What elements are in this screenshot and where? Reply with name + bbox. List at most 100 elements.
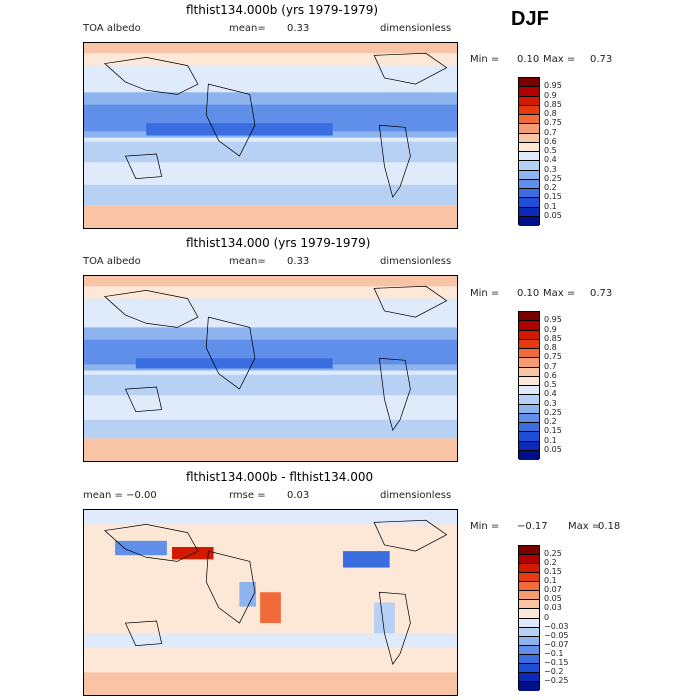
colorbar-swatch — [519, 423, 539, 433]
colorbar-swatch — [519, 170, 539, 180]
colorbar-swatch — [519, 663, 539, 673]
colorbar-swatch — [519, 591, 539, 601]
colorbar-swatch — [519, 672, 539, 682]
colorbar-tick-label: 0.7 — [544, 361, 557, 371]
colorbar-swatch — [519, 124, 539, 134]
colorbar-swatch — [519, 564, 539, 574]
colorbar-swatch — [519, 133, 539, 143]
colorbar-tick-label: 0.5 — [544, 146, 557, 155]
colorbar-swatch — [519, 441, 539, 451]
panel-2-title: flthist134.000 (yrs 1979-1979) — [186, 236, 371, 250]
colorbar-tick-label: 0.15 — [544, 192, 562, 202]
colorbar-swatch — [519, 105, 539, 115]
colorbar-tick-label: 0.6 — [544, 136, 557, 146]
colorbar-tick-label: 0.75 — [544, 352, 562, 362]
colorbar-tick-label: 0.8 — [544, 343, 557, 352]
colorbar-swatches — [518, 311, 540, 460]
panel-3-units: dimensionless — [380, 490, 452, 501]
colorbar-tick-label: 0.05 — [544, 210, 562, 220]
panel-3-map — [83, 509, 458, 696]
panel-3-mean-label: mean = −0.00 — [83, 490, 157, 501]
panel-1-colorbar: 0.95 0.9 0.85 0.8 0.75 0.7 0.6 0.5 0.4 0.3 0.25 0.2… — [518, 77, 578, 226]
panel-3-rmse-value: 0.03 — [287, 490, 310, 501]
colorbar-tick-label: −0.1 — [544, 648, 564, 658]
panel-2-min-value: 0.10 — [517, 288, 540, 299]
colorbar-tick-label: 0.85 — [544, 333, 562, 343]
colorbar-swatch — [519, 636, 539, 646]
panel-3-rmse-label: rmse = — [229, 490, 266, 501]
colorbar-tick-label: 0.4 — [544, 155, 557, 165]
colorbar-tick-label: 0.95 — [544, 81, 562, 91]
colorbar-swatch — [519, 573, 539, 583]
colorbar-swatch — [519, 189, 539, 199]
panel-1-mean-value: 0.33 — [287, 23, 310, 34]
colorbar-tick-label: 0.6 — [544, 370, 557, 380]
colorbar-swatch — [519, 367, 539, 377]
colorbar-swatch — [519, 600, 539, 610]
colorbar-swatch — [519, 330, 539, 340]
albedo-map-1 — [84, 43, 457, 228]
colorbar-swatch — [519, 654, 539, 664]
colorbar-swatches — [518, 77, 540, 226]
panel-2-max-value: 0.73 — [590, 288, 613, 299]
colorbar-swatch — [519, 161, 539, 171]
colorbar-tick-label: 0.1 — [544, 201, 557, 211]
colorbar-swatch — [519, 413, 539, 423]
colorbar-swatch — [519, 546, 539, 556]
colorbar-tick-label: 0.3 — [544, 398, 557, 408]
colorbar-swatch — [519, 681, 539, 691]
colorbar-swatch — [519, 179, 539, 189]
panel-1-units: dimensionless — [380, 23, 452, 34]
colorbar-swatch — [519, 207, 539, 217]
colorbar-swatch — [519, 618, 539, 628]
panel-1-max-label: Max = — [543, 54, 576, 65]
panel-2-mean-label: mean= — [229, 256, 266, 267]
colorbar-swatch — [519, 358, 539, 368]
colorbar-tick-label: −0.2 — [544, 666, 564, 676]
panel-2-variable-label: TOA albedo — [83, 256, 141, 267]
colorbar-tick-label: 0.75 — [544, 118, 562, 128]
colorbar-tick-label: 0.25 — [544, 549, 562, 559]
colorbar-swatch — [519, 432, 539, 442]
colorbar-tick-label: 0.95 — [544, 315, 562, 325]
colorbar-tick-label: 0.15 — [544, 567, 562, 577]
colorbar-swatch — [519, 555, 539, 565]
panel-2-colorbar: 0.95 0.9 0.85 0.8 0.75 0.7 0.6 0.5 0.4 0.3 0.25 0.2… — [518, 311, 578, 460]
colorbar-tick-label: 0.85 — [544, 99, 562, 109]
colorbar-tick-label: −0.05 — [544, 630, 569, 640]
panel-2-map — [83, 275, 458, 462]
colorbar-swatches — [518, 545, 540, 691]
colorbar-tick-label: 0.9 — [544, 90, 557, 100]
albedo-map-2 — [84, 276, 457, 461]
panel-2-min-label: Min = — [470, 288, 500, 299]
colorbar-swatch — [519, 645, 539, 655]
colorbar-tick-label: −0.07 — [544, 639, 569, 649]
colorbar-swatch — [519, 321, 539, 331]
colorbar-tick-label: 0.05 — [544, 594, 562, 604]
colorbar-swatch — [519, 376, 539, 386]
panel-3-min-value: −0.17 — [517, 521, 548, 532]
colorbar-swatch — [519, 87, 539, 97]
colorbar-tick-label: 0.1 — [544, 435, 557, 445]
colorbar-tick-label: −0.15 — [544, 657, 569, 667]
colorbar-tick-label: 0.7 — [544, 127, 557, 137]
colorbar-tick-label: 0.07 — [544, 585, 562, 595]
colorbar-tick-label: 0.3 — [544, 164, 557, 174]
colorbar-tick-label: 0.4 — [544, 389, 557, 399]
colorbar-swatch — [519, 349, 539, 359]
panel-2-units: dimensionless — [380, 256, 452, 267]
season-label: DJF — [511, 8, 549, 30]
panel-3-colorbar: 0.25 0.2 0.15 0.1 0.07 0.05 0.03 0 −0.03 −0.05 −0.… — [518, 545, 578, 691]
panel-1-min-label: Min = — [470, 54, 500, 65]
panel-3-title: flthist134.000b - flthist134.000 — [186, 470, 374, 484]
panel-1-mean-label: mean= — [229, 23, 266, 34]
colorbar-tick-label: 0.8 — [544, 109, 557, 118]
colorbar-swatch — [519, 395, 539, 405]
colorbar-swatch — [519, 216, 539, 226]
colorbar-swatch — [519, 152, 539, 162]
panel-3-max-label: Max = — [568, 521, 601, 532]
colorbar-tick-label: 0.5 — [544, 380, 557, 389]
colorbar-tick-label: 0.15 — [544, 426, 562, 436]
panel-1-map — [83, 42, 458, 229]
colorbar-tick-label: 0 — [544, 612, 550, 622]
